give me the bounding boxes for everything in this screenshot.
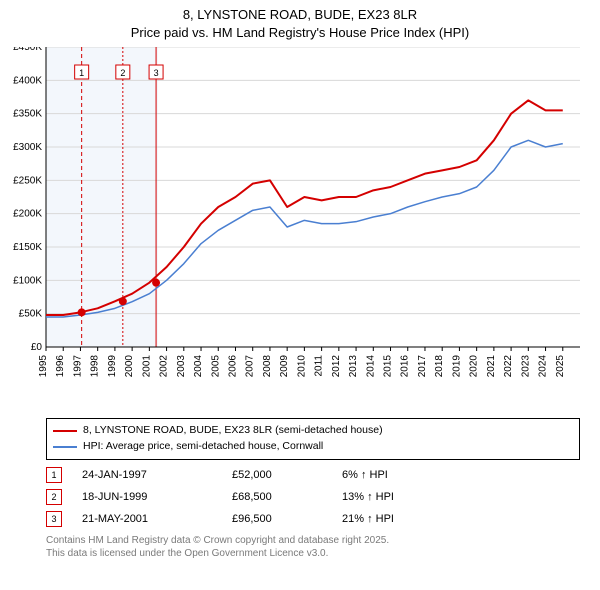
svg-text:2018: 2018	[434, 355, 445, 378]
svg-text:£300K: £300K	[13, 142, 42, 153]
svg-text:2019: 2019	[451, 355, 462, 378]
row-date: 24-JAN-1997	[82, 469, 232, 481]
footer-line2: This data is licensed under the Open Gov…	[46, 547, 580, 560]
svg-text:1998: 1998	[90, 355, 101, 378]
svg-text:2024: 2024	[538, 355, 549, 378]
chart-plot: £0 £50K £100K £150K £200K £250K £300K £350K £400…	[0, 47, 600, 412]
svg-text:1: 1	[79, 68, 84, 78]
svg-text:2015: 2015	[383, 355, 394, 378]
svg-text:£350K: £350K	[13, 109, 42, 120]
svg-text:2002: 2002	[159, 355, 170, 378]
chart-titles: 8, LYNSTONE ROAD, BUDE, EX23 8LR Price p…	[0, 0, 600, 41]
line-chart-svg: £0 £50K £100K £150K £200K £250K £300K £350K £400…	[0, 47, 600, 407]
svg-text:2014: 2014	[365, 355, 376, 378]
svg-text:1995: 1995	[38, 355, 49, 378]
svg-text:2004: 2004	[193, 355, 204, 378]
svg-text:1997: 1997	[72, 355, 83, 378]
svg-text:2020: 2020	[469, 355, 480, 378]
title-address: 8, LYNSTONE ROAD, BUDE, EX23 8LR	[0, 6, 600, 24]
svg-text:1996: 1996	[55, 355, 66, 378]
legend-item: HPI: Average price, semi-detached house,…	[53, 439, 573, 455]
svg-text:2008: 2008	[262, 355, 273, 378]
svg-text:2022: 2022	[503, 355, 514, 378]
table-row: 2 18-JUN-1999£68,50013% ↑ HPI	[46, 486, 580, 508]
svg-text:2000: 2000	[124, 355, 135, 378]
legend: 8, LYNSTONE ROAD, BUDE, EX23 8LR (semi-d…	[46, 418, 580, 460]
svg-text:2017: 2017	[417, 355, 428, 378]
row-price: £68,500	[232, 491, 342, 503]
svg-text:2006: 2006	[227, 355, 238, 378]
svg-text:£150K: £150K	[13, 242, 42, 253]
svg-text:2005: 2005	[210, 355, 221, 378]
row-price: £52,000	[232, 469, 342, 481]
svg-text:2009: 2009	[279, 355, 290, 378]
legend-label: HPI: Average price, semi-detached house,…	[83, 439, 323, 455]
svg-text:2001: 2001	[141, 355, 152, 378]
legend-swatch	[53, 446, 77, 448]
chart-container: 8, LYNSTONE ROAD, BUDE, EX23 8LR Price p…	[0, 0, 600, 560]
table-row: 3 21-MAY-2001£96,50021% ↑ HPI	[46, 508, 580, 530]
legend-label: 8, LYNSTONE ROAD, BUDE, EX23 8LR (semi-d…	[83, 423, 383, 439]
row-marker: 2	[46, 489, 62, 505]
svg-text:2023: 2023	[520, 355, 531, 378]
svg-text:£400K: £400K	[13, 75, 42, 86]
row-marker: 3	[46, 511, 62, 527]
svg-text:£250K: £250K	[13, 175, 42, 186]
row-price: £96,500	[232, 513, 342, 525]
svg-text:2016: 2016	[400, 355, 411, 378]
svg-text:£0: £0	[31, 342, 43, 353]
svg-text:3: 3	[154, 68, 159, 78]
row-marker: 1	[46, 467, 62, 483]
svg-text:2012: 2012	[331, 355, 342, 378]
legend-item: 8, LYNSTONE ROAD, BUDE, EX23 8LR (semi-d…	[53, 423, 573, 439]
row-percent: 13% ↑ HPI	[342, 491, 442, 503]
svg-text:2013: 2013	[348, 355, 359, 378]
svg-text:2025: 2025	[555, 355, 566, 378]
svg-text:£100K: £100K	[13, 275, 42, 286]
table-row: 1 24-JAN-1997£52,0006% ↑ HPI	[46, 464, 580, 486]
svg-text:2003: 2003	[176, 355, 187, 378]
svg-text:2010: 2010	[296, 355, 307, 378]
legend-swatch	[53, 430, 77, 432]
row-percent: 21% ↑ HPI	[342, 513, 442, 525]
svg-text:2011: 2011	[314, 355, 325, 377]
svg-text:2021: 2021	[486, 355, 497, 378]
svg-text:1999: 1999	[107, 355, 118, 378]
svg-text:£450K: £450K	[13, 47, 42, 53]
svg-text:2: 2	[120, 68, 125, 78]
svg-text:£50K: £50K	[19, 309, 43, 320]
svg-text:£200K: £200K	[13, 209, 42, 220]
svg-text:2007: 2007	[245, 355, 256, 378]
title-subtitle: Price paid vs. HM Land Registry's House …	[0, 24, 600, 42]
row-percent: 6% ↑ HPI	[342, 469, 442, 481]
row-date: 21-MAY-2001	[82, 513, 232, 525]
attribution-footer: Contains HM Land Registry data © Crown c…	[46, 534, 580, 560]
row-date: 18-JUN-1999	[82, 491, 232, 503]
sales-table: 1 24-JAN-1997£52,0006% ↑ HPI 2 18-JUN-1999£…	[46, 464, 580, 530]
footer-line1: Contains HM Land Registry data © Crown c…	[46, 534, 580, 547]
